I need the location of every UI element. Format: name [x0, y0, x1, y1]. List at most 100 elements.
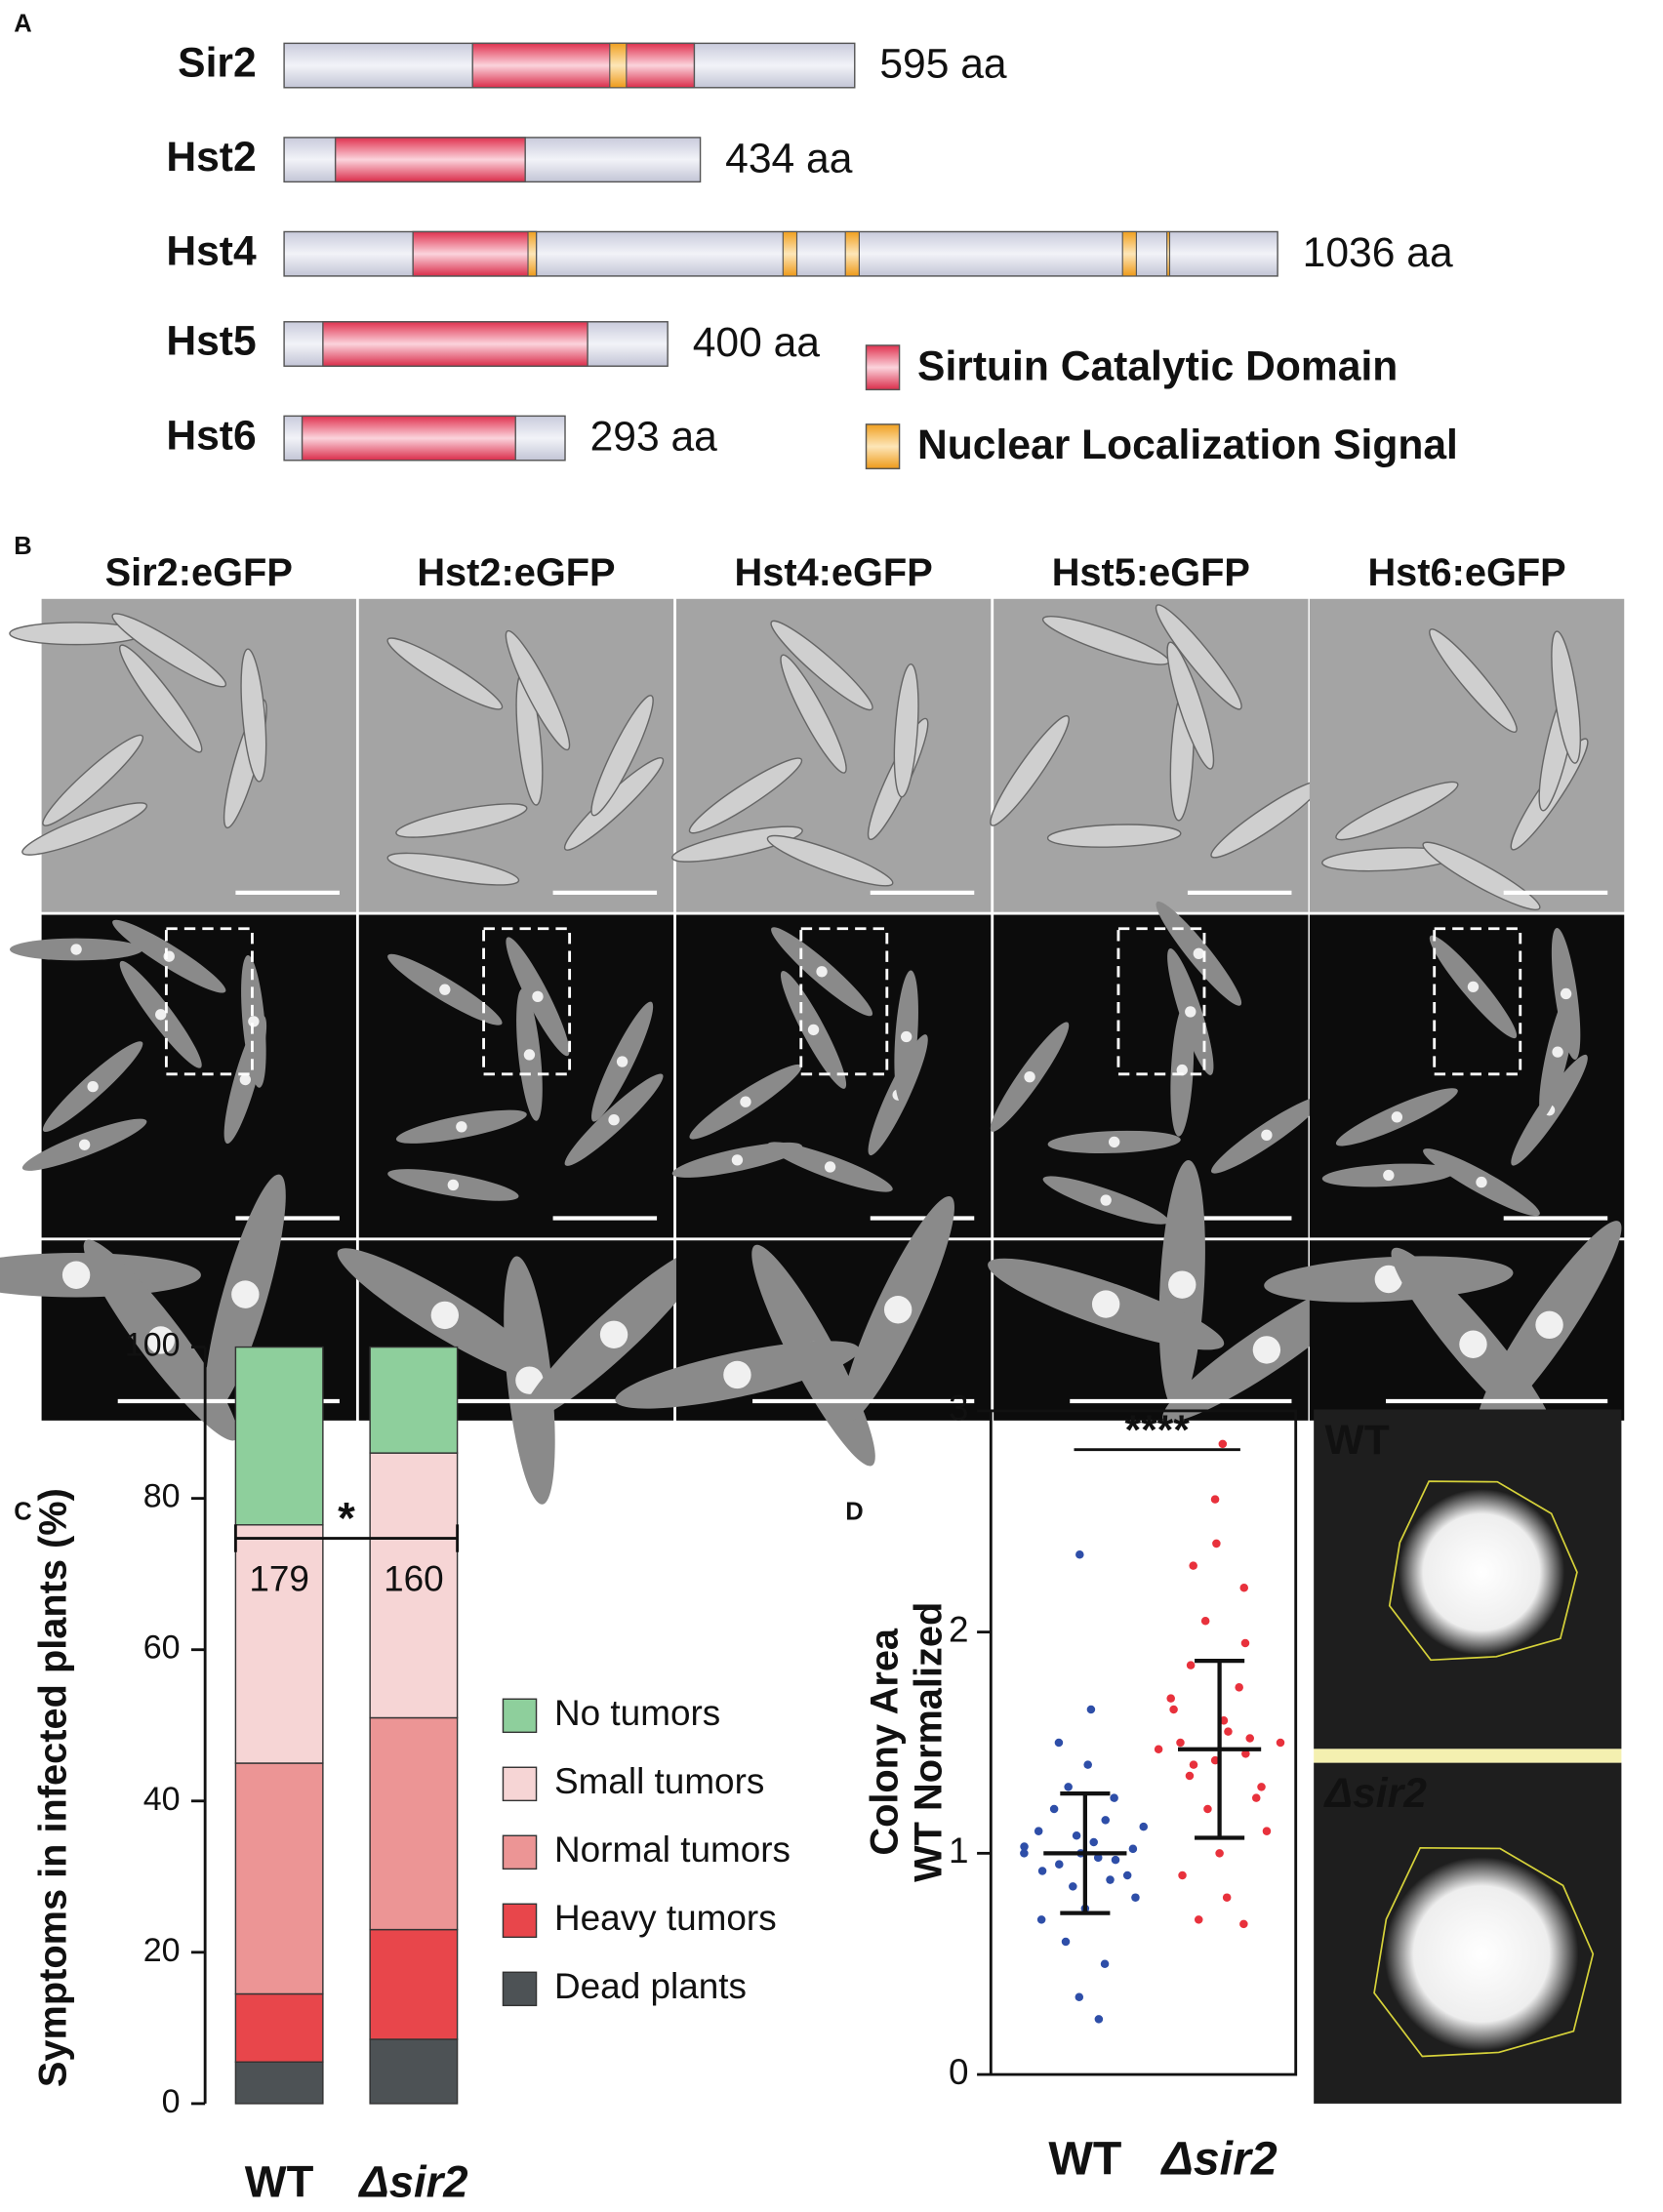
point [1194, 1915, 1203, 1924]
cell [118, 644, 203, 753]
y-tick-label: 2 [949, 1609, 969, 1649]
micrograph [9, 598, 356, 912]
nucleus [731, 1154, 744, 1166]
column-label: Hst2:eGFP [417, 551, 615, 594]
bar-segment [234, 1346, 324, 1526]
point [1093, 1853, 1103, 1863]
nucleus [1391, 1111, 1403, 1123]
nls [609, 42, 628, 89]
micrograph [671, 914, 992, 1238]
significance: **** [1125, 1407, 1191, 1454]
protein-length: 293 aa [590, 414, 718, 461]
nucleus [239, 1073, 252, 1086]
micrograph [990, 901, 1322, 1238]
cell [111, 613, 227, 688]
point [1222, 1893, 1232, 1902]
nucleus [616, 1056, 629, 1067]
zoom-box [1116, 927, 1206, 1076]
nucleus [740, 1096, 751, 1107]
cell [21, 802, 148, 856]
panel-label: B [14, 533, 31, 560]
x-tick-label: WT [1048, 2132, 1121, 2185]
point [1075, 1550, 1084, 1559]
point [1020, 1849, 1029, 1858]
zoom-box [482, 927, 572, 1076]
point [1189, 1561, 1197, 1570]
y-tick-label: 20 [143, 1932, 181, 1969]
point [1037, 1867, 1047, 1875]
inset-label: Δsir2 [1323, 1770, 1428, 1817]
colony [1384, 1857, 1579, 2051]
point [1210, 1755, 1220, 1765]
protein-name: Hst5 [166, 318, 256, 365]
micrograph [9, 914, 356, 1238]
micrograph [1309, 598, 1625, 912]
bar-segment [369, 1346, 459, 1454]
point [1210, 1495, 1220, 1504]
point [1100, 1959, 1110, 1968]
zoom-box [164, 927, 254, 1076]
column-label: Hst6:eGFP [1367, 551, 1565, 594]
nucleus [1459, 1330, 1487, 1358]
point [1054, 1738, 1064, 1748]
n-label: 160 [384, 1558, 444, 1598]
point [1131, 1893, 1140, 1902]
nucleus [70, 944, 82, 955]
column-label: Hst5:eGFP [1052, 551, 1250, 594]
protein-length: 400 aa [693, 319, 821, 366]
point [1240, 1638, 1250, 1648]
point [1262, 1827, 1272, 1835]
nucleus [1374, 1265, 1403, 1294]
legend-label: Heavy tumors [554, 1898, 777, 1938]
nucleus [1193, 947, 1204, 959]
nucleus [146, 1326, 175, 1354]
point [1083, 1760, 1092, 1769]
n-label: 179 [249, 1558, 309, 1598]
micrograph [1309, 914, 1625, 1238]
zoom-box [1433, 927, 1522, 1076]
legend-label: Dead plants [554, 1966, 747, 2006]
micrograph [1264, 1221, 1625, 1441]
nucleus [723, 1360, 751, 1389]
micrograph [990, 598, 1323, 912]
legend-label: Small tumors [554, 1761, 764, 1801]
y-tick-label: 60 [143, 1629, 181, 1667]
point [1218, 1439, 1228, 1449]
cell [386, 852, 520, 886]
point [1055, 1860, 1064, 1869]
y-axis-label: Symptoms in infected plants (%) [31, 1488, 74, 2087]
bar-segment [369, 1928, 459, 2040]
point [1110, 1793, 1118, 1802]
cell [671, 825, 803, 863]
x-tick-label: WT [245, 2157, 314, 2207]
point [1185, 1771, 1195, 1781]
point [1189, 1760, 1198, 1769]
y-tick-label: 3 [949, 1388, 969, 1428]
nucleus [447, 1179, 460, 1191]
nucleus [901, 1030, 913, 1043]
protein-name: Hst2 [166, 134, 256, 181]
point [1212, 1539, 1221, 1548]
point [1219, 1716, 1229, 1725]
point [1186, 1661, 1196, 1669]
nucleus [1261, 1129, 1273, 1141]
catalytic-domain [334, 137, 526, 183]
colony [1398, 1489, 1565, 1656]
legend-label: Sirtuin Catalytic Domain [917, 342, 1398, 389]
cell [1046, 824, 1182, 848]
cell [1155, 604, 1242, 710]
nucleus [824, 1161, 836, 1173]
point [1200, 1617, 1210, 1626]
inset-divider [1314, 1749, 1622, 1763]
point [1176, 1738, 1185, 1748]
nucleus [1467, 981, 1480, 993]
point [1089, 1837, 1098, 1847]
cell [1551, 630, 1582, 764]
point [1154, 1745, 1163, 1754]
point [1036, 1915, 1046, 1924]
nucleus [1535, 1310, 1563, 1340]
point [1235, 1683, 1243, 1692]
point [1122, 1870, 1132, 1880]
